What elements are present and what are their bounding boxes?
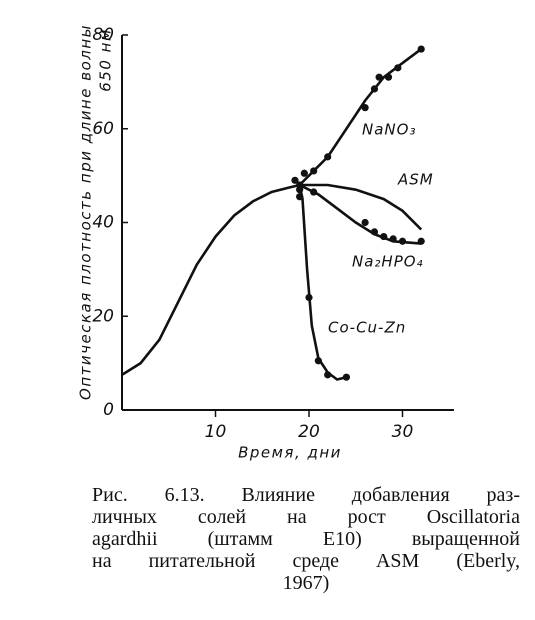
x-axis-label: Время, дни — [238, 444, 342, 462]
data-point — [417, 45, 425, 53]
data-point — [305, 293, 313, 302]
x-tick-label: 10 — [205, 422, 227, 442]
data-point — [417, 237, 425, 245]
data-point — [398, 237, 407, 245]
y-tick-label: 0 — [103, 400, 114, 420]
caption-line: Рис. 6.13. Влияние добавления раз- — [92, 484, 520, 506]
data-point — [389, 235, 397, 243]
caption-line: 1967) — [282, 572, 330, 594]
data-point — [300, 169, 308, 177]
curve — [298, 184, 347, 381]
caption-line: личных солей на рост Oscillatoria — [92, 506, 520, 528]
y-tick-label: 40 — [92, 213, 114, 233]
y-tick-label: 60 — [92, 119, 114, 139]
data-point — [310, 188, 318, 196]
data-point — [394, 64, 402, 72]
data-point — [361, 218, 369, 227]
chart: Оптическая плотность при длине волны 650… — [77, 24, 454, 462]
caption-line: на питательной среде ASM (Eberly, — [92, 550, 520, 572]
y-axis-label: Оптическая плотность при длине волны — [77, 24, 95, 400]
caption-line: agardhii (штамм E10) выращенной — [92, 528, 520, 550]
y-tick-label: 80 — [92, 25, 114, 45]
caption: Рис. 6.13. Влияние добавления раз-личных… — [92, 484, 520, 594]
data-point — [296, 186, 304, 194]
data-point — [370, 228, 379, 236]
data-point — [370, 85, 379, 93]
y-tick-label: 20 — [92, 306, 114, 326]
data-point — [342, 373, 350, 381]
data-point — [361, 104, 369, 112]
data-point — [384, 73, 393, 81]
curve-label: NaNO₃ — [362, 121, 416, 139]
data-point — [375, 73, 383, 81]
curve — [299, 183, 422, 245]
data-point — [380, 232, 388, 241]
data-point — [296, 193, 304, 201]
data-point — [291, 176, 299, 184]
curve-label: ASM — [397, 171, 434, 189]
curve — [298, 48, 422, 186]
y-axis-unit: 650 нм — [97, 28, 115, 92]
data-point — [324, 153, 332, 161]
data-point — [310, 167, 318, 175]
data-point — [314, 357, 322, 365]
curve-label: Na₂HPO₄ — [352, 253, 424, 271]
curve — [121, 183, 423, 376]
x-tick-label: 20 — [298, 422, 320, 442]
data-point — [324, 371, 332, 379]
x-tick-label: 30 — [392, 422, 414, 442]
curve-label: Co-Cu-Zn — [328, 319, 406, 337]
